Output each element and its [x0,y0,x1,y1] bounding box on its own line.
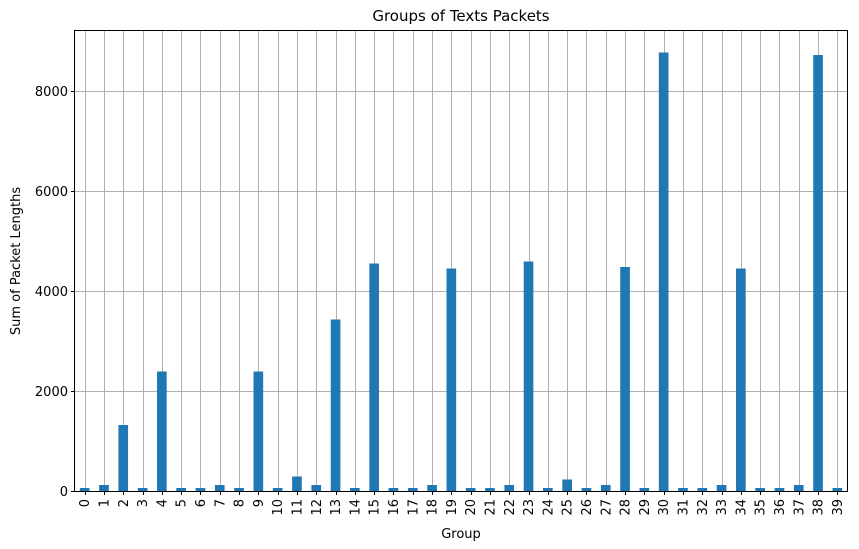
x-tick-label: 2 [117,499,132,507]
x-tick-label: 26 [580,499,595,516]
x-tick-label: 18 [426,499,441,516]
x-tick-label: 8 [233,499,248,507]
bar-group-27 [600,485,611,491]
bar-group-3 [137,488,148,491]
bar-group-22 [504,485,515,491]
bar-group-35 [755,488,765,491]
x-tick-label: 6 [194,499,209,507]
y-axis-label: Sum of Packet Lengths [9,187,24,335]
bar-group-0 [79,488,90,491]
x-tick-label: 30 [657,499,672,516]
bar-group-29 [639,488,650,491]
bar-group-37 [793,485,804,491]
x-tick-label: 22 [503,499,518,516]
bar-group-6 [195,488,206,491]
x-tick-label: 16 [387,499,402,516]
bar-group-15 [369,263,379,491]
bar-group-39 [832,488,843,491]
x-tick-label: 9 [252,499,267,507]
bar-group-33 [716,485,727,491]
y-tick-label: 0 [60,485,68,500]
x-tick-label: 11 [290,499,305,516]
x-tick-label: 12 [310,499,325,516]
bar-group-20 [465,488,476,491]
bar-group-26 [581,488,592,491]
bar-group-21 [485,488,495,491]
y-tick-label: 8000 [35,85,68,100]
x-tick-label: 13 [329,499,344,516]
bar-group-11 [292,476,302,491]
y-tick-label: 2000 [35,385,68,400]
bar-group-10 [272,488,283,491]
x-tick-label: 29 [638,499,653,516]
bar-group-1 [99,485,109,491]
bar-group-13 [330,319,341,491]
x-tick-label: 4 [155,499,170,507]
y-tick-label: 4000 [35,285,68,300]
x-tick-label: 37 [792,499,807,516]
bar-group-7 [214,485,225,491]
bar-group-9 [253,371,264,491]
bar-group-30 [658,52,669,491]
x-tick-label: 19 [445,499,460,516]
bar-group-23 [523,261,534,491]
bar-group-28 [620,267,630,491]
bar-group-4 [157,371,167,491]
bar-group-2 [118,425,129,491]
bar-group-25 [562,479,572,491]
bar-group-8 [234,488,244,491]
bar-group-17 [407,488,418,491]
x-axis-ticks: 0 1 2 3 4 5 6 7 8 9 10 11 12 13 14 15 16 17 18 19 20 21 22 23 24… [78,491,846,516]
x-tick-label: 14 [348,499,363,516]
bar-group-18 [427,485,437,491]
x-tick-label: 25 [561,499,576,516]
chart-title: Groups of Texts Packets [372,7,549,25]
bar-group-32 [697,488,708,491]
x-tick-label: 15 [368,499,383,516]
x-tick-label: 34 [734,499,749,516]
x-axis-label: Group [441,527,481,542]
x-tick-label: 5 [175,499,190,507]
bar-group-36 [774,488,785,491]
bar-group-38 [813,55,823,491]
bar-series [79,52,843,491]
plot-frame [74,30,848,492]
x-tick-label: 32 [696,499,711,516]
bar-group-31 [678,488,688,491]
bar-group-24 [543,488,553,491]
y-tick-label: 6000 [35,185,68,200]
bar-group-5 [176,488,186,491]
x-tick-label: 21 [483,499,498,516]
x-tick-label: 31 [676,499,691,516]
x-tick-label: 17 [406,499,421,516]
x-tick-label: 10 [271,499,286,516]
x-tick-label: 33 [715,499,730,516]
x-tick-label: 28 [619,499,634,516]
bar-group-14 [350,488,360,491]
x-tick-label: 3 [136,499,151,507]
bar-group-12 [311,485,322,491]
bar-group-16 [388,488,399,491]
x-tick-label: 27 [599,499,614,516]
x-tick-label: 38 [812,499,827,516]
x-tick-label: 0 [78,499,93,507]
grid-lines [75,31,847,492]
x-tick-label: 36 [773,499,788,516]
x-tick-label: 39 [831,499,846,516]
x-tick-label: 23 [522,499,537,516]
y-axis-ticks: 0 2000 4000 6000 8000 [35,85,75,500]
bar-group-19 [446,268,457,491]
x-tick-label: 7 [213,499,228,507]
x-tick-label: 1 [97,499,112,507]
x-tick-label: 35 [754,499,769,516]
x-tick-label: 20 [464,499,479,516]
x-tick-label: 24 [541,499,556,516]
bar-group-34 [736,268,746,491]
